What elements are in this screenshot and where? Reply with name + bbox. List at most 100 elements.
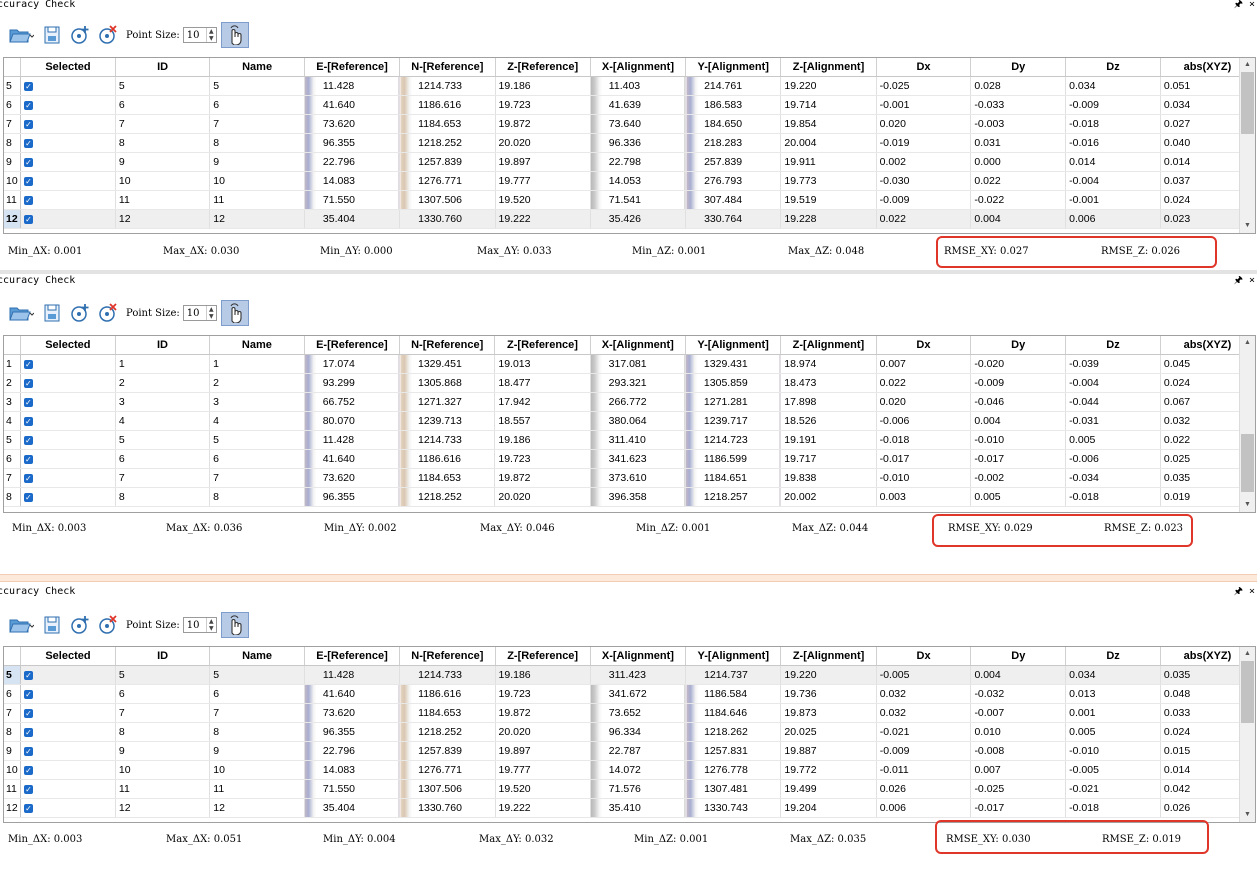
row-number[interactable]: 7 bbox=[4, 703, 21, 723]
column-header[interactable]: Dx bbox=[876, 336, 972, 355]
checkbox-checked-icon[interactable]: ✓ bbox=[23, 746, 33, 756]
row-number[interactable]: 10 bbox=[4, 171, 21, 191]
selected-cell[interactable]: ✓ bbox=[20, 411, 116, 431]
scroll-up-icon[interactable]: ▲ bbox=[1244, 339, 1251, 346]
row-number[interactable]: 7 bbox=[4, 114, 21, 134]
row-number[interactable]: 8 bbox=[4, 133, 21, 153]
checkbox-checked-icon[interactable]: ✓ bbox=[23, 378, 33, 388]
table-row[interactable]: 4 ✓ 4 4 80.070 1239.713 18.557 380.064 1239.717 1… bbox=[4, 411, 1255, 431]
column-header[interactable]: Y-[Alignment] bbox=[685, 58, 782, 77]
close-icon[interactable]: × bbox=[1248, 0, 1255, 10]
column-header[interactable]: abs(XYZ) bbox=[1160, 58, 1255, 77]
table-row[interactable]: 7 ✓ 7 7 73.620 1184.653 19.872 373.610 1184.651 1… bbox=[4, 468, 1255, 488]
column-header[interactable]: abs(XYZ) bbox=[1160, 647, 1255, 666]
selected-cell[interactable]: ✓ bbox=[20, 779, 116, 799]
remove-point-icon[interactable] bbox=[96, 301, 120, 325]
column-header[interactable]: X-[Alignment] bbox=[590, 647, 687, 666]
checkbox-checked-icon[interactable]: ✓ bbox=[23, 473, 33, 483]
selected-cell[interactable]: ✓ bbox=[20, 684, 116, 704]
row-number[interactable]: 1 bbox=[4, 354, 21, 374]
table-row[interactable]: 11 ✓ 11 11 71.550 1307.506 19.520 71.541 307.484… bbox=[4, 190, 1255, 210]
selected-cell[interactable]: ✓ bbox=[20, 722, 116, 742]
hand-pointer-icon[interactable] bbox=[220, 300, 249, 326]
row-number[interactable]: 5 bbox=[4, 665, 21, 685]
table-row[interactable]: 8 ✓ 8 8 96.355 1218.252 20.020 96.336 218.283 20.… bbox=[4, 133, 1255, 153]
hand-pointer-icon[interactable] bbox=[220, 22, 249, 48]
selected-cell[interactable]: ✓ bbox=[20, 133, 116, 153]
column-header[interactable]: Z-[Reference] bbox=[495, 647, 591, 666]
column-header[interactable]: Name bbox=[209, 647, 305, 666]
scroll-down-icon[interactable]: ▼ bbox=[1244, 501, 1251, 508]
table-row[interactable]: 6 ✓ 6 6 41.640 1186.616 19.723 341.623 1186.599 1… bbox=[4, 449, 1255, 469]
column-header[interactable]: Z-[Alignment] bbox=[780, 58, 877, 77]
row-number[interactable]: 12 bbox=[4, 798, 21, 818]
row-number[interactable]: 9 bbox=[4, 152, 21, 172]
close-icon[interactable]: × bbox=[1248, 275, 1255, 286]
row-number[interactable]: 9 bbox=[4, 741, 21, 761]
table-row[interactable]: 1 ✓ 1 1 17.074 1329.451 19.013 317.081 1329.431 1… bbox=[4, 354, 1255, 374]
checkbox-checked-icon[interactable]: ✓ bbox=[23, 195, 33, 205]
checkbox-checked-icon[interactable]: ✓ bbox=[23, 689, 33, 699]
column-header[interactable]: ID bbox=[115, 58, 211, 77]
remove-point-icon[interactable] bbox=[96, 23, 120, 47]
row-number[interactable]: 5 bbox=[4, 76, 21, 96]
column-header[interactable]: ID bbox=[115, 336, 211, 355]
checkbox-checked-icon[interactable]: ✓ bbox=[23, 803, 33, 813]
selected-cell[interactable]: ✓ bbox=[20, 190, 116, 210]
row-number[interactable]: 11 bbox=[4, 779, 21, 799]
checkbox-checked-icon[interactable]: ✓ bbox=[23, 100, 33, 110]
row-number[interactable]: 4 bbox=[4, 411, 21, 431]
column-header[interactable]: Selected bbox=[20, 647, 116, 666]
row-number[interactable]: 6 bbox=[4, 449, 21, 469]
point-size-spinner[interactable]: 10 ▲ ▼ bbox=[182, 305, 217, 321]
table-row[interactable]: 3 ✓ 3 3 66.752 1271.327 17.942 266.772 1271.281 1… bbox=[4, 392, 1255, 412]
selected-cell[interactable]: ✓ bbox=[20, 798, 116, 818]
add-point-icon[interactable] bbox=[68, 301, 92, 325]
table-row[interactable]: 7 ✓ 7 7 73.620 1184.653 19.872 73.652 1184.646 19… bbox=[4, 703, 1255, 723]
table-row[interactable]: 10 ✓ 10 10 14.083 1276.771 19.777 14.072 1276.77… bbox=[4, 760, 1255, 780]
point-size-spinner[interactable]: 10 ▲ ▼ bbox=[182, 27, 217, 43]
column-header[interactable]: Dx bbox=[876, 647, 972, 666]
row-number[interactable]: 10 bbox=[4, 760, 21, 780]
table-row[interactable]: 6 ✓ 6 6 41.640 1186.616 19.723 341.672 1186.584 1… bbox=[4, 684, 1255, 704]
accuracy-table[interactable]: Selected ID Name E-[Reference] N-[Reference]… bbox=[3, 646, 1256, 823]
column-header[interactable]: X-[Alignment] bbox=[590, 58, 687, 77]
pin-icon[interactable]: 🖈︎ bbox=[1233, 586, 1243, 597]
scroll-thumb[interactable] bbox=[1241, 661, 1254, 723]
table-row[interactable]: 5 ✓ 5 5 11.428 1214.733 19.186 311.423 1214.737 1… bbox=[4, 665, 1255, 685]
scroll-down-icon[interactable]: ▼ bbox=[1244, 222, 1251, 229]
row-number[interactable]: 6 bbox=[4, 95, 21, 115]
column-header[interactable]: Dy bbox=[970, 647, 1067, 666]
column-header[interactable]: Dz bbox=[1065, 336, 1161, 355]
vertical-scrollbar[interactable]: ▲ ▼ bbox=[1239, 58, 1255, 233]
column-header[interactable]: E-[Reference] bbox=[304, 58, 401, 77]
row-number[interactable]: 7 bbox=[4, 468, 21, 488]
accuracy-table[interactable]: Selected ID Name E-[Reference] N-[Reference]… bbox=[3, 335, 1256, 513]
column-header[interactable]: N-[Reference] bbox=[399, 647, 496, 666]
spinner-arrows[interactable]: ▲ ▼ bbox=[205, 618, 216, 632]
selected-cell[interactable]: ✓ bbox=[20, 703, 116, 723]
selected-cell[interactable]: ✓ bbox=[20, 487, 116, 507]
checkbox-checked-icon[interactable]: ✓ bbox=[23, 176, 33, 186]
add-point-icon[interactable] bbox=[68, 613, 92, 637]
folder-open-icon[interactable] bbox=[6, 613, 36, 637]
scroll-thumb[interactable] bbox=[1241, 72, 1254, 134]
panel-splitter-2[interactable] bbox=[0, 574, 1257, 582]
checkbox-checked-icon[interactable]: ✓ bbox=[23, 157, 33, 167]
spinner-arrows[interactable]: ▲ ▼ bbox=[205, 306, 216, 320]
column-header[interactable]: Dy bbox=[970, 336, 1067, 355]
selected-cell[interactable]: ✓ bbox=[20, 171, 116, 191]
column-header[interactable]: E-[Reference] bbox=[304, 647, 401, 666]
row-number[interactable]: 3 bbox=[4, 392, 21, 412]
column-header[interactable]: X-[Alignment] bbox=[590, 336, 686, 355]
checkbox-checked-icon[interactable]: ✓ bbox=[23, 138, 33, 148]
checkbox-checked-icon[interactable]: ✓ bbox=[23, 359, 33, 369]
selected-cell[interactable]: ✓ bbox=[20, 665, 116, 685]
selected-cell[interactable]: ✓ bbox=[20, 741, 116, 761]
vertical-scrollbar[interactable]: ▲ ▼ bbox=[1239, 647, 1255, 822]
checkbox-checked-icon[interactable]: ✓ bbox=[23, 784, 33, 794]
table-row[interactable]: 9 ✓ 9 9 22.796 1257.839 19.897 22.798 257.839 19.… bbox=[4, 152, 1255, 172]
pin-icon[interactable]: 🖈︎ bbox=[1233, 0, 1243, 10]
column-header[interactable]: Name bbox=[209, 58, 305, 77]
spinner-arrows[interactable]: ▲ ▼ bbox=[205, 28, 216, 42]
